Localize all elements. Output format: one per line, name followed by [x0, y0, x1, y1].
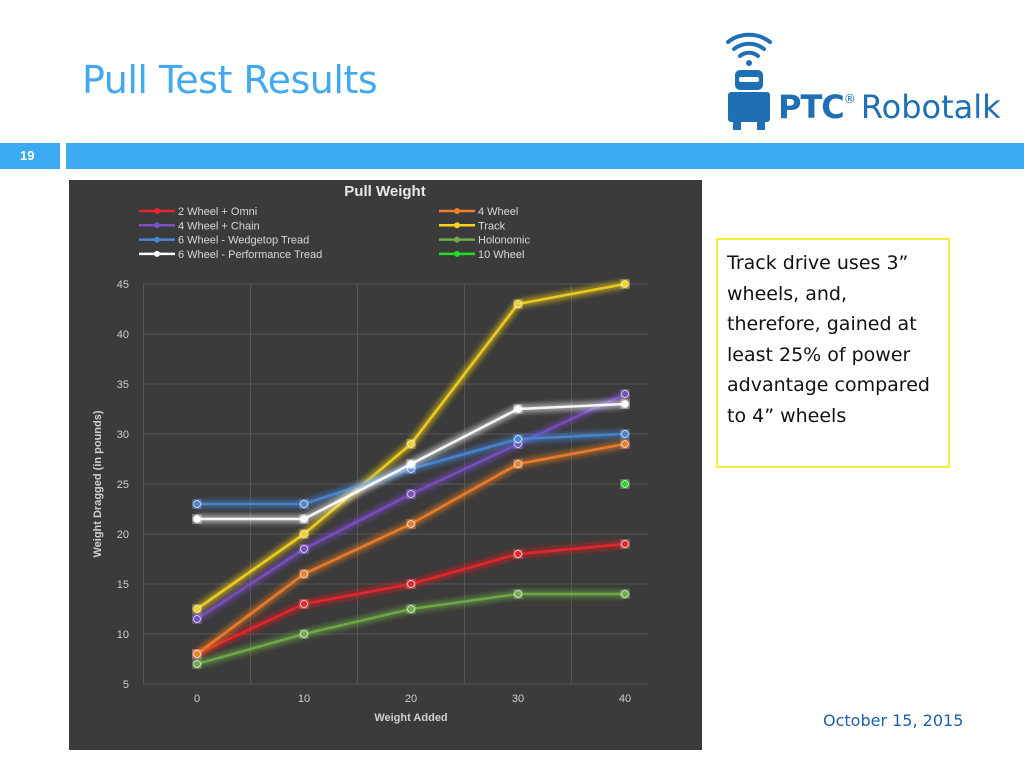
legend-marker [454, 236, 460, 243]
legend-label: 2 Wheel + Omni [178, 206, 257, 218]
x-tick-label: 20 [405, 693, 417, 705]
y-tick-label: 35 [117, 379, 129, 391]
chart-gridlines [143, 283, 649, 685]
y-tick-label: 10 [117, 629, 129, 641]
y-axis-label: Weight Dragged (in pounds) [92, 410, 104, 557]
data-point [193, 615, 201, 623]
y-tick-label: 30 [117, 429, 129, 441]
data-point [621, 280, 629, 288]
legend-entry: 6 Wheel - Wedgetop Tread [139, 235, 309, 247]
pull-weight-chart: Pull Weight 2 Wheel + Omni 4 Wheel 4 Wheel… [69, 180, 702, 750]
legend-entry: 4 Wheel + Chain [139, 220, 260, 232]
series-holonomic [193, 590, 629, 668]
chart-series [193, 280, 629, 668]
series-6-wheel-performance-tread [193, 400, 629, 523]
callout-note: Track drive uses 3” wheels, and, therefo… [716, 238, 950, 468]
legend-entry: 6 Wheel - Performance Tread [139, 249, 322, 261]
series-10-wheel [621, 480, 629, 488]
data-point [514, 405, 522, 413]
y-tick-label: 25 [117, 479, 129, 491]
legend-label: 4 Wheel + Chain [178, 220, 260, 232]
chart-legend: 2 Wheel + Omni 4 Wheel 4 Wheel + Chain Trac… [139, 206, 530, 261]
data-point [300, 570, 308, 578]
legend-entry: 2 Wheel + Omni [139, 206, 257, 218]
slide-title: Pull Test Results [82, 58, 378, 102]
legend-marker [154, 250, 160, 257]
data-point [514, 550, 522, 558]
legend-entry: 10 Wheel [439, 249, 524, 261]
chart-svg: Pull Weight 2 Wheel + Omni 4 Wheel 4 Wheel… [69, 180, 702, 750]
data-point [621, 390, 629, 398]
legend-marker [454, 222, 460, 229]
logo-wordmark: PTC® Robotalk [778, 88, 1001, 126]
legend-label: Track [478, 220, 506, 232]
x-tick-label: 30 [512, 693, 524, 705]
data-point [621, 400, 629, 408]
series-4-wheel [193, 440, 629, 658]
legend-marker [154, 236, 160, 243]
x-tick-label: 40 [619, 693, 631, 705]
legend-label: 6 Wheel - Wedgetop Tread [178, 235, 309, 247]
data-point [621, 540, 629, 548]
y-tick-label: 45 [117, 279, 129, 291]
data-point [514, 460, 522, 468]
data-point [621, 480, 629, 488]
data-point [514, 300, 522, 308]
data-point [407, 520, 415, 528]
data-point [407, 440, 415, 448]
data-point [193, 515, 201, 523]
legend-marker [154, 208, 160, 214]
legend-label: 10 Wheel [478, 249, 524, 261]
slide-number: 19 [0, 143, 60, 169]
data-point [193, 605, 201, 613]
data-point [300, 630, 308, 638]
legend-label: 4 Wheel [478, 206, 518, 218]
legend-label: Holonomic [478, 235, 530, 247]
series-6-wheel-wedgetop-tread [193, 430, 629, 508]
data-point [621, 590, 629, 598]
data-point [300, 500, 308, 508]
data-point [193, 650, 201, 658]
legend-entry: 4 Wheel [439, 206, 518, 218]
data-point [407, 580, 415, 588]
series-track [193, 280, 629, 613]
y-tick-label: 15 [117, 579, 129, 591]
data-point [193, 500, 201, 508]
data-point [300, 600, 308, 608]
data-point [407, 460, 415, 468]
data-point [407, 605, 415, 613]
x-tick-label: 10 [298, 693, 310, 705]
x-axis-ticks: 0 10 20 30 40 [194, 693, 631, 705]
legend-marker [154, 222, 160, 229]
data-point [514, 435, 522, 443]
header-divider-bar [66, 143, 1024, 169]
x-axis-label: Weight Added [374, 712, 447, 724]
ptc-robotalk-logo: PTC® Robotalk [722, 24, 1012, 134]
data-point [193, 660, 201, 668]
data-point [300, 515, 308, 523]
data-point [621, 440, 629, 448]
legend-marker [454, 250, 460, 257]
series-4-wheel-chain [193, 390, 629, 623]
legend-entry: Track [439, 220, 506, 232]
data-point [407, 490, 415, 498]
legend-entry: Holonomic [439, 235, 530, 247]
legend-marker [454, 208, 460, 214]
robot-wifi-icon [726, 32, 772, 130]
y-axis-ticks: 5 10 15 20 25 30 35 40 45 [117, 279, 129, 691]
data-point [300, 530, 308, 538]
data-point [621, 430, 629, 438]
y-tick-label: 40 [117, 329, 129, 341]
footer-date: October 15, 2015 [823, 711, 964, 730]
y-tick-label: 20 [117, 529, 129, 541]
x-tick-label: 0 [194, 693, 200, 705]
data-point [300, 545, 308, 553]
data-point [514, 590, 522, 598]
y-tick-label: 5 [123, 679, 129, 691]
legend-label: 6 Wheel - Performance Tread [178, 249, 322, 261]
chart-title: Pull Weight [344, 183, 425, 200]
